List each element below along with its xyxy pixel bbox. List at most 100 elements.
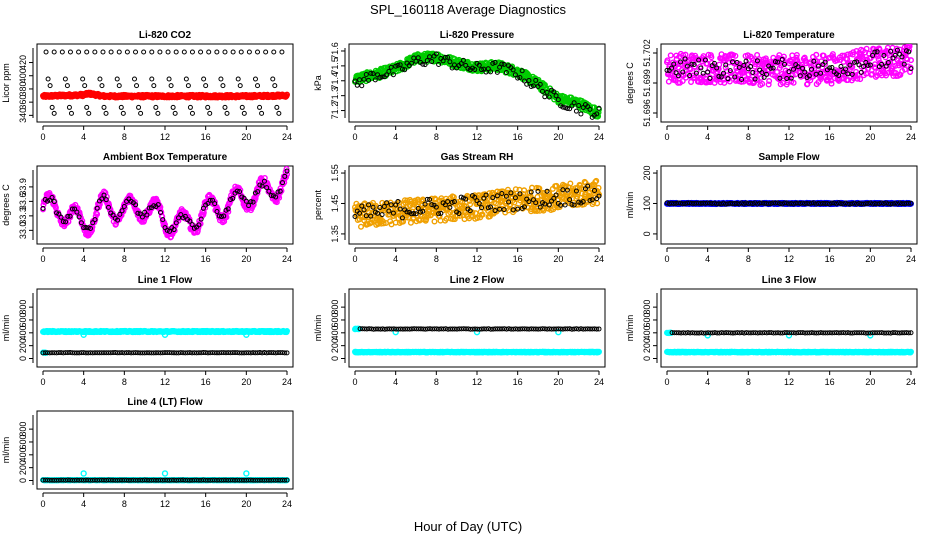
data-point: [472, 67, 478, 73]
data-point: [114, 76, 120, 82]
data-point: [906, 200, 912, 206]
data-point: [883, 63, 889, 69]
data-point: [456, 211, 462, 217]
data-point: [696, 200, 702, 206]
data-point: [849, 201, 855, 207]
data-point: [420, 61, 426, 67]
data-point: [845, 201, 851, 207]
data-point: [671, 61, 677, 67]
data-point: [133, 202, 139, 208]
data-point: [155, 110, 161, 116]
data-point: [876, 201, 882, 207]
data-point: [682, 201, 688, 207]
data-point: [47, 350, 53, 356]
data-point: [888, 201, 894, 207]
data-point: [51, 49, 57, 55]
data-point: [711, 200, 717, 206]
data-point: [235, 76, 241, 82]
data-point: [411, 55, 417, 61]
data-point: [879, 61, 885, 67]
x-tick-label: 8: [434, 254, 439, 264]
data-point: [386, 208, 392, 214]
data-point: [379, 74, 385, 80]
data-point: [171, 350, 177, 356]
data-point: [119, 208, 125, 214]
data-point: [268, 350, 274, 356]
series-3: [40, 350, 290, 356]
data-point: [171, 227, 177, 233]
data-point: [121, 350, 127, 356]
data-point: [671, 201, 677, 207]
data-point: [187, 218, 193, 224]
data-point: [727, 68, 733, 74]
data-point: [684, 200, 690, 206]
y-tick-label: 33.3: [18, 207, 28, 225]
x-tick-label: 0: [40, 377, 45, 387]
data-point: [766, 201, 772, 207]
x-tick-label: 12: [784, 254, 794, 264]
data-point: [379, 212, 385, 218]
x-tick-label: 4: [705, 254, 710, 264]
data-point: [874, 53, 881, 60]
data-point: [83, 350, 89, 356]
data-point: [467, 201, 474, 208]
data-point: [142, 350, 148, 356]
data-point: [218, 214, 224, 220]
data-point: [530, 83, 536, 89]
x-tick-label: 8: [122, 254, 127, 264]
data-point: [564, 105, 570, 111]
data-point: [45, 350, 51, 356]
data-point: [49, 350, 55, 356]
data-point: [899, 60, 906, 67]
data-point: [758, 74, 765, 81]
data-point: [90, 350, 96, 356]
data-point: [214, 350, 220, 356]
x-tick-label: 24: [594, 132, 604, 142]
data-point: [259, 110, 265, 116]
data-point: [707, 200, 713, 206]
data-point: [732, 74, 738, 80]
data-point: [865, 63, 871, 69]
data-point: [112, 350, 118, 356]
data-point: [164, 350, 170, 356]
data-point: [85, 350, 91, 356]
data-point: [449, 65, 455, 71]
data-point: [49, 104, 55, 110]
data-point: [786, 69, 792, 75]
data-point: [381, 204, 387, 210]
data-point: [883, 200, 889, 206]
data-point: [205, 104, 211, 110]
data-point: [250, 199, 256, 205]
data-point: [74, 350, 80, 356]
data-point: [472, 194, 478, 200]
data-point: [564, 187, 570, 193]
data-point: [83, 224, 89, 230]
series-1: [40, 89, 291, 101]
data-point: [790, 79, 797, 86]
data-point: [727, 200, 733, 206]
data-point: [415, 199, 422, 206]
data-point: [62, 76, 68, 82]
data-point: [474, 215, 481, 222]
data-point: [829, 200, 835, 206]
data-point: [43, 49, 49, 55]
data-point: [429, 202, 435, 208]
data-point: [189, 110, 195, 116]
data-point: [397, 206, 403, 212]
y-tick-label: 400: [18, 68, 28, 83]
data-point: [397, 62, 403, 68]
data-point: [100, 49, 106, 55]
data-point: [189, 222, 195, 228]
data-point: [368, 219, 375, 226]
data-point: [718, 74, 724, 80]
x-tick-label: 20: [865, 132, 875, 142]
data-point: [108, 49, 114, 55]
data-point: [40, 350, 46, 356]
data-point: [725, 76, 731, 82]
data-point: [667, 52, 674, 59]
data-point: [155, 350, 161, 356]
data-point: [492, 59, 498, 65]
figure-title: SPL_160118 Average Diagnostics: [370, 2, 567, 17]
series-layer: [352, 50, 603, 120]
